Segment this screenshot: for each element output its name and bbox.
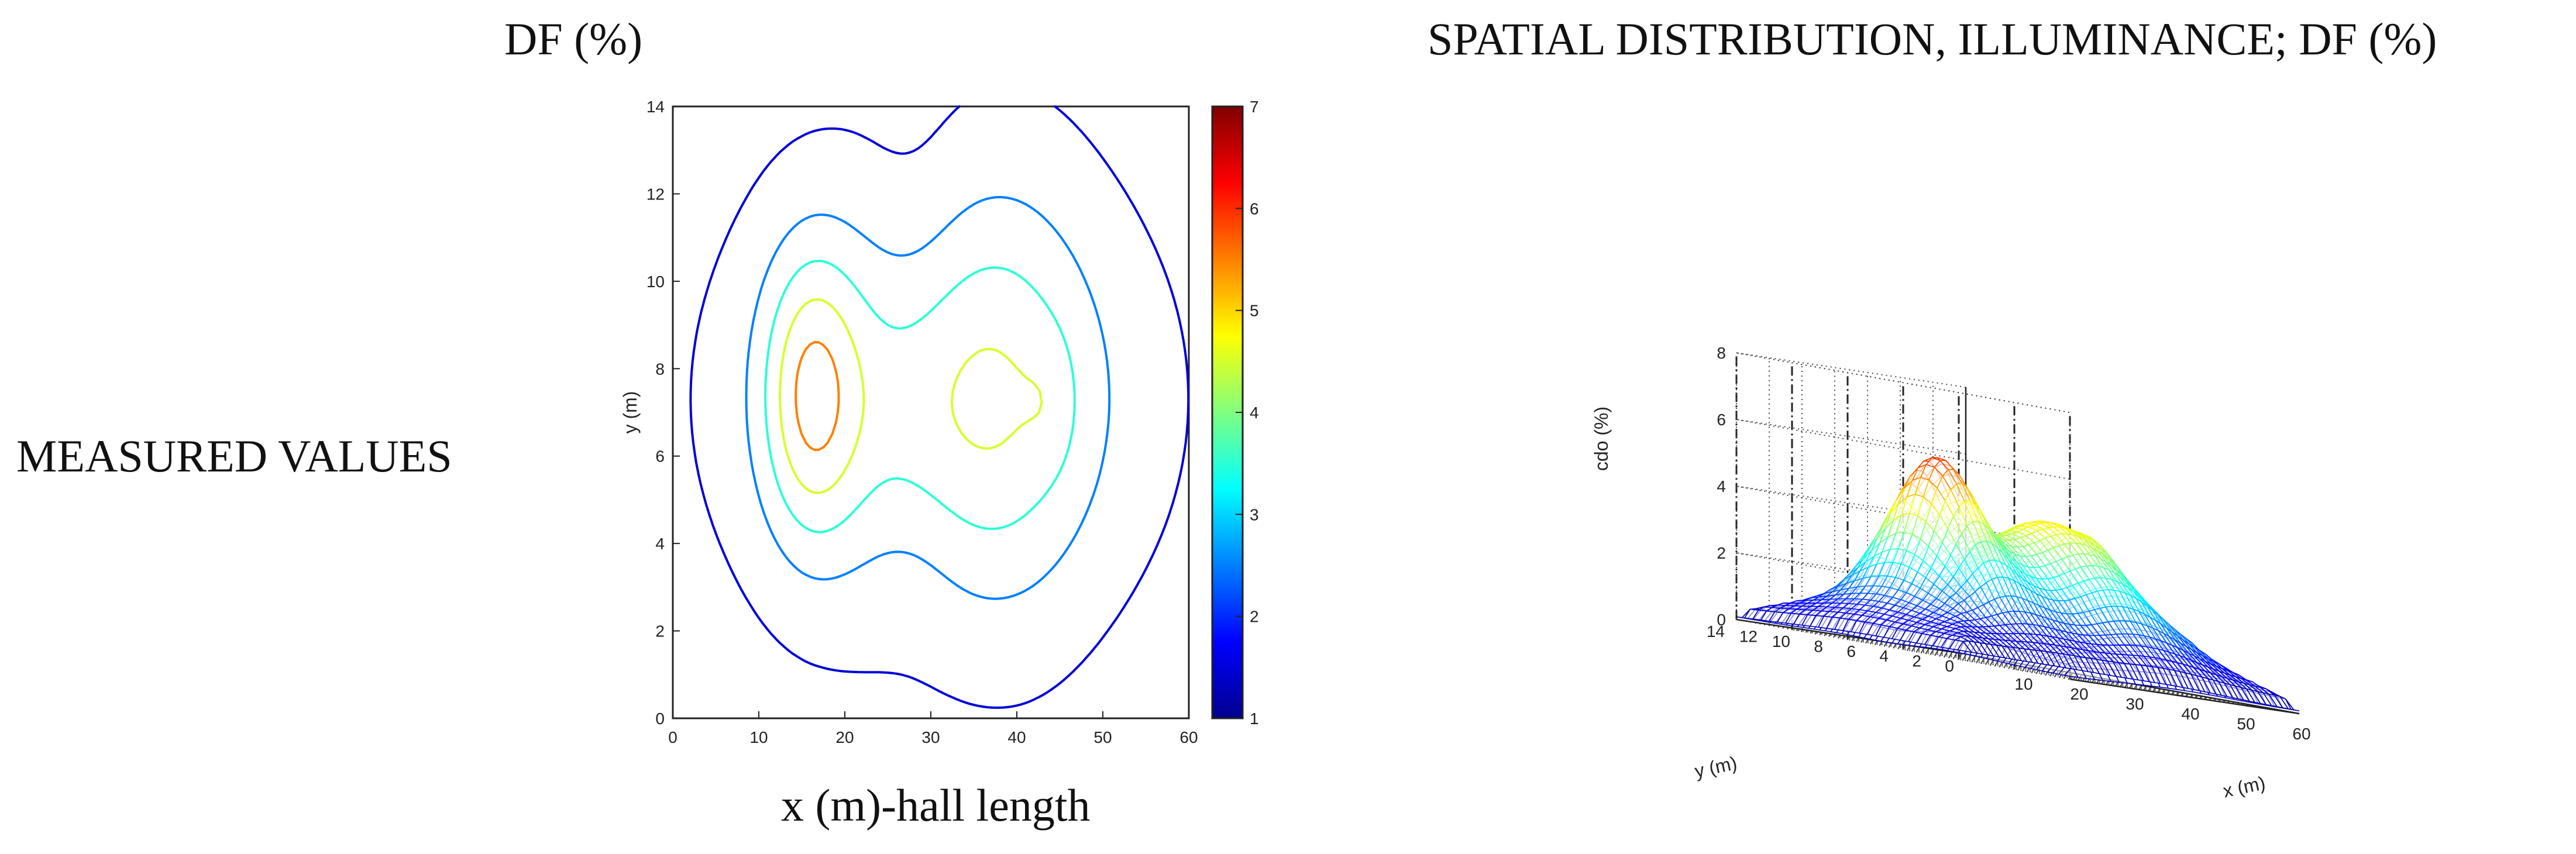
surface-xtick-label: 40	[2181, 705, 2199, 723]
contour-ytick-label: 14	[646, 98, 665, 116]
surface-mesh	[1736, 457, 2300, 712]
surface-grid-line	[1769, 624, 2103, 685]
surface-grid-line	[1801, 629, 2136, 690]
contour-chart: 0 10 20 30 40 50 60 0 2 4 6 8 10 12 14 y (m)	[620, 98, 1198, 746]
surface-title: SPATIAL DISTRIBUTION, ILLUMINANCE; DF (%…	[1428, 13, 2437, 64]
surface-ytick-label: 4	[1879, 647, 1889, 665]
surface-ytick-label: 10	[1772, 632, 1790, 650]
colorbar-tick-label: 4	[1250, 404, 1259, 422]
surface-grid-line	[1736, 352, 2071, 414]
surface-xtick-label: 10	[2014, 675, 2032, 693]
colorbar-tick-label: 1	[1250, 710, 1259, 728]
contour-ytick-label: 2	[655, 622, 665, 640]
surface-xtick-label: 50	[2237, 715, 2255, 733]
surface-xtick-label: 20	[2070, 685, 2088, 703]
contour-ytick-label: 12	[646, 185, 665, 203]
contour-xaxis-label: x (m)-hall length	[781, 780, 1091, 831]
contour-ytick-label: 4	[655, 535, 665, 553]
contour-line-2	[745, 196, 1111, 600]
contour-xtick-label: 50	[1093, 728, 1112, 746]
surface-ztick-label: 4	[1717, 477, 1726, 495]
surface-ticks: 0 2 4 6 8 0 2 4 6 8 10 12 14 10 20 30 40 50 60	[1707, 344, 2311, 743]
surface-cell	[2285, 698, 2300, 712]
surface-axis-line	[1736, 618, 1966, 655]
contour-xtick-label: 0	[668, 728, 677, 746]
contour-title: DF (%)	[504, 13, 643, 64]
surface-ztick-label: 6	[1717, 411, 1726, 429]
surface-ztick-label: 8	[1717, 344, 1726, 362]
surface-ytick-label: 12	[1739, 628, 1758, 646]
surface-xtick-label: 60	[2292, 725, 2310, 743]
surface-grid-line	[1736, 419, 2071, 480]
contour-ytick-label: 8	[655, 360, 665, 378]
colorbar-tick-label: 7	[1250, 98, 1259, 116]
contour-xtick-label: 10	[749, 728, 768, 746]
contour-xtick-label: 30	[921, 728, 940, 746]
contour-line-4	[779, 298, 1043, 494]
surface-ytick-label: 8	[1814, 637, 1823, 655]
contour-line-5	[795, 340, 840, 452]
colorbar: 1 2 3 4 5 6 7	[1211, 98, 1259, 728]
surface-ytick-label: 14	[1707, 622, 1725, 640]
surface-grid-line	[1736, 352, 1966, 388]
surface-zlabel: cdo (%)	[1591, 407, 1612, 471]
surface-chart: 0 2 4 6 8 0 2 4 6 8 10 12 14 10 20 30 40 50 60 cdo (%) y (…	[1591, 344, 2311, 801]
colorbar-tick-label: 6	[1250, 199, 1259, 218]
colorbar-ticks: 1 2 3 4 5 6 7	[1236, 98, 1259, 728]
row-label-measured: MEASURED VALUES	[16, 431, 452, 481]
contour-line-3	[764, 260, 1076, 533]
colorbar-tick-label: 3	[1250, 505, 1259, 524]
surface-grid-line	[1736, 619, 2071, 680]
contour-xtick-label: 60	[1179, 728, 1198, 746]
contour-x-ticks: 0 10 20 30 40 50 60	[668, 711, 1198, 746]
surface-ztick-label: 2	[1717, 544, 1726, 562]
colorbar-tick-label: 2	[1250, 608, 1259, 626]
contour-xtick-label: 40	[1007, 728, 1026, 746]
colorbar-tick-label: 5	[1250, 302, 1259, 320]
contour-ylabel: y (m)	[620, 391, 641, 434]
surface-xlabel: x (m)	[2221, 772, 2267, 801]
surface-axis-line	[2069, 678, 2300, 715]
surface-ytick-label: 6	[1846, 642, 1856, 660]
surface-xtick-label: 30	[2126, 695, 2144, 713]
surface-grid-line	[1834, 633, 2169, 695]
surface-ytick-label: 0	[1945, 657, 1954, 675]
contour-y-ticks: 0 2 4 6 8 10 12 14	[646, 98, 680, 728]
contour-line-1	[689, 105, 1190, 709]
surface-ztick-label: 0	[1717, 611, 1726, 629]
contour-ytick-label: 6	[655, 447, 665, 466]
surface-ytick-label: 2	[1912, 652, 1921, 670]
contour-lines	[689, 105, 1190, 709]
contour-ytick-label: 10	[646, 273, 665, 291]
surface-grid-line	[1736, 419, 1966, 454]
contour-ytick-label: 0	[655, 710, 665, 728]
contour-xtick-label: 20	[835, 728, 854, 746]
surface-ylabel: y (m)	[1693, 752, 1739, 781]
